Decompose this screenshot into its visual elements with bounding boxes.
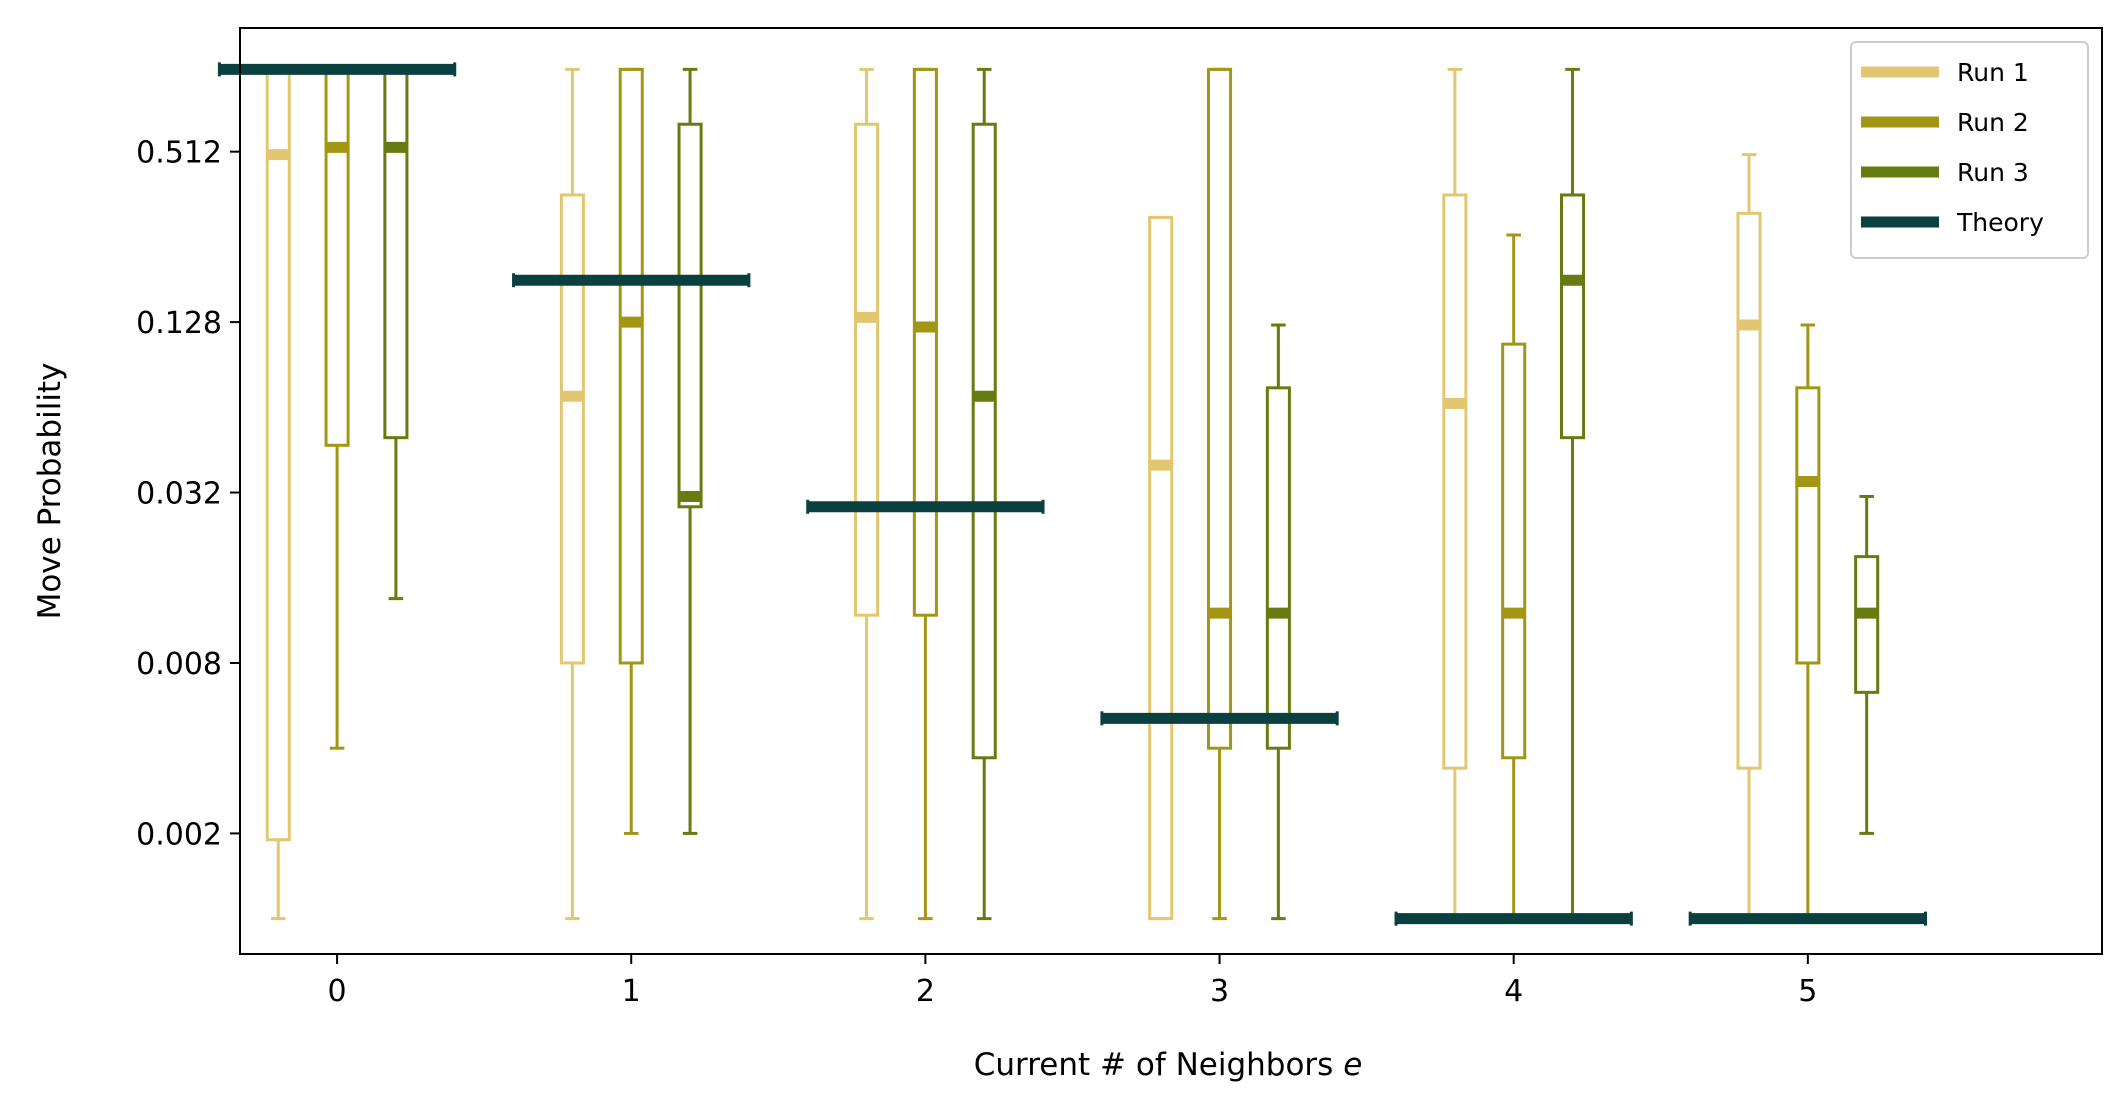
box-iqr <box>1795 386 1821 665</box>
box-iqr <box>1148 215 1174 921</box>
box-run-1-3 <box>1148 215 1174 921</box>
box-run-2-1 <box>618 67 644 835</box>
box-iqr <box>912 67 938 617</box>
box-run-1-5 <box>1736 153 1762 921</box>
y-tick-label-0.032: 0.032 <box>136 477 222 512</box>
box-run-3-2 <box>971 67 997 921</box>
box-run-2-3 <box>1207 67 1233 921</box>
theory-bar-4 <box>1394 911 1633 926</box>
box-iqr <box>677 122 703 509</box>
x-axis-label-text: Current # of Neighbors <box>974 1047 1334 1083</box>
theory-bar-2 <box>806 499 1045 514</box>
box-iqr <box>1854 555 1880 694</box>
box-run-2-4 <box>1501 233 1527 921</box>
y-tick-label-0.008: 0.008 <box>136 647 222 682</box>
legend-entry-run-1: Run 1 <box>1861 58 2029 87</box>
legend-label: Run 1 <box>1957 58 2029 87</box>
box-iqr <box>971 122 997 760</box>
box-iqr <box>618 67 644 665</box>
box-iqr <box>1736 211 1762 770</box>
legend-entry-run-2: Run 2 <box>1861 108 2029 137</box>
x-tick-label-5: 5 <box>1798 974 1817 1009</box>
box-iqr <box>1559 193 1586 440</box>
box-run-2-5 <box>1795 323 1821 921</box>
legend-box <box>1850 41 2089 259</box>
y-tick-label-0.128: 0.128 <box>136 306 222 341</box>
box-run-3-1 <box>677 67 703 835</box>
x-axis-label-variable: e <box>1343 1047 1362 1083</box>
theory-bar-5 <box>1688 911 1928 926</box>
box-run-1-2 <box>854 67 880 921</box>
box-run-2-2 <box>912 67 938 921</box>
box-run-1-1 <box>559 67 585 921</box>
box-iqr <box>854 122 880 617</box>
y-tick-label-0.512: 0.512 <box>136 136 222 171</box>
plot-area <box>217 62 1928 926</box>
box-iqr <box>1442 193 1468 770</box>
theory-bar-3 <box>1100 711 1339 726</box>
box-iqr <box>1207 67 1233 750</box>
x-tick-label-2: 2 <box>916 974 935 1009</box>
theory-bar-1 <box>512 273 751 288</box>
x-tick-label-4: 4 <box>1504 974 1523 1009</box>
legend-label: Run 3 <box>1957 158 2029 187</box>
box-iqr <box>559 193 585 665</box>
x-tick-label-1: 1 <box>622 974 641 1009</box>
box-run-3-5 <box>1854 494 1880 835</box>
legend-label: Run 2 <box>1957 108 2029 137</box>
y-tick-label-0.002: 0.002 <box>136 817 222 852</box>
box-run-3-4 <box>1559 67 1586 921</box>
legend-label: Theory <box>1956 208 2044 237</box>
box-iqr <box>1501 342 1527 760</box>
x-tick-label-3: 3 <box>1210 974 1229 1009</box>
box-iqr <box>1265 386 1291 750</box>
legend: Run 1 Run 2 Run 3 Theory <box>1850 41 2089 259</box>
axes: 0 1 2 3 4 5 0.002 0.008 0.032 0.128 0.512 <box>136 136 1817 1009</box>
legend-entry-theory: Theory <box>1861 208 2044 237</box>
legend-entry-run-3: Run 3 <box>1861 158 2029 187</box>
box-run-3-3 <box>1265 323 1291 921</box>
theory-bar-0 <box>217 62 457 77</box>
x-tick-label-0: 0 <box>328 974 347 1009</box>
x-axis-label: Current # of Neighbors e <box>974 1047 1363 1083</box>
plot-frame <box>239 27 2103 955</box>
y-axis-label: Move Probability <box>32 363 68 620</box>
